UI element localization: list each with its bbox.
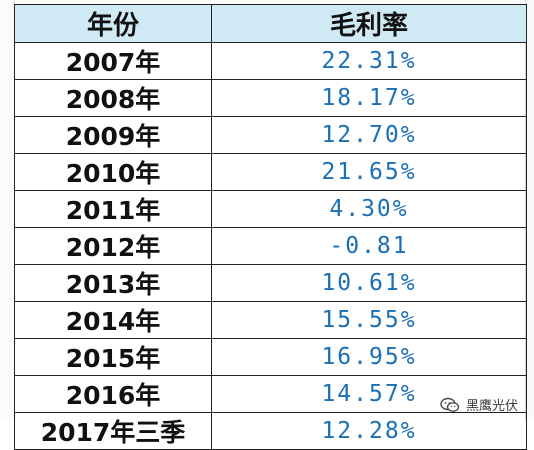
table-row: 2017年三季 12.28% [14,412,527,450]
year-cell[interactable]: 2008年 [14,79,212,117]
margin-cell[interactable]: 16.95% [211,338,527,376]
year-cell[interactable]: 2014年 [14,301,212,339]
table-row: 2014年 15.55% [14,301,527,339]
margin-cell[interactable]: 18.17% [211,79,527,117]
margin-cell[interactable]: 12.70% [211,116,527,154]
margin-cell[interactable]: -0.81 [211,227,527,265]
year-cell[interactable]: 2016年 [14,375,212,413]
year-cell[interactable]: 2011年 [14,190,212,228]
year-cell[interactable]: 2007年 [14,42,212,80]
year-column-header[interactable]: 年份 [14,4,212,43]
margin-column-header[interactable]: 毛利率 [211,4,527,43]
watermark-text: 黑鹰光伏 [465,399,518,414]
table-row: 2013年 10.61% [14,264,527,302]
table-row: 2016年 14.57% [14,375,527,413]
year-cell[interactable]: 2009年 [14,116,212,154]
year-cell[interactable]: 2017年三季 [14,412,212,450]
table-row: 2009年 12.70% [14,116,527,154]
margin-cell[interactable]: 15.55% [211,301,527,339]
year-cell[interactable]: 2012年 [14,227,212,265]
margin-cell[interactable]: 14.57% [211,375,527,413]
margin-cell[interactable]: 22.31% [211,42,527,80]
year-cell[interactable]: 2010年 [14,153,212,191]
table-row: 2012年 -0.81 [14,227,527,265]
year-cell[interactable]: 2015年 [14,338,212,376]
margin-cell[interactable]: 21.65% [211,153,527,191]
table-row: 2015年 16.95% [14,338,527,376]
table-row: 2007年 22.31% [14,42,527,80]
year-cell[interactable]: 2013年 [14,264,212,302]
gross-margin-table: 年份 毛利率 2007年 22.31% 2008年 18.17% 2009年 1… [14,4,527,450]
watermark: 黑鹰光伏 [440,395,518,414]
header-row: 年份 毛利率 [14,4,527,43]
margin-cell[interactable]: 12.28% [211,412,527,450]
margin-cell[interactable]: 10.61% [211,264,527,302]
table-row: 2010年 21.65% [14,153,527,191]
margin-cell[interactable]: 4.30% [211,190,527,228]
table-row: 2008年 18.17% [14,79,527,117]
wechat-icon [440,397,460,413]
row-header-strip [0,0,15,420]
table-row: 2011年 4.30% [14,190,527,228]
